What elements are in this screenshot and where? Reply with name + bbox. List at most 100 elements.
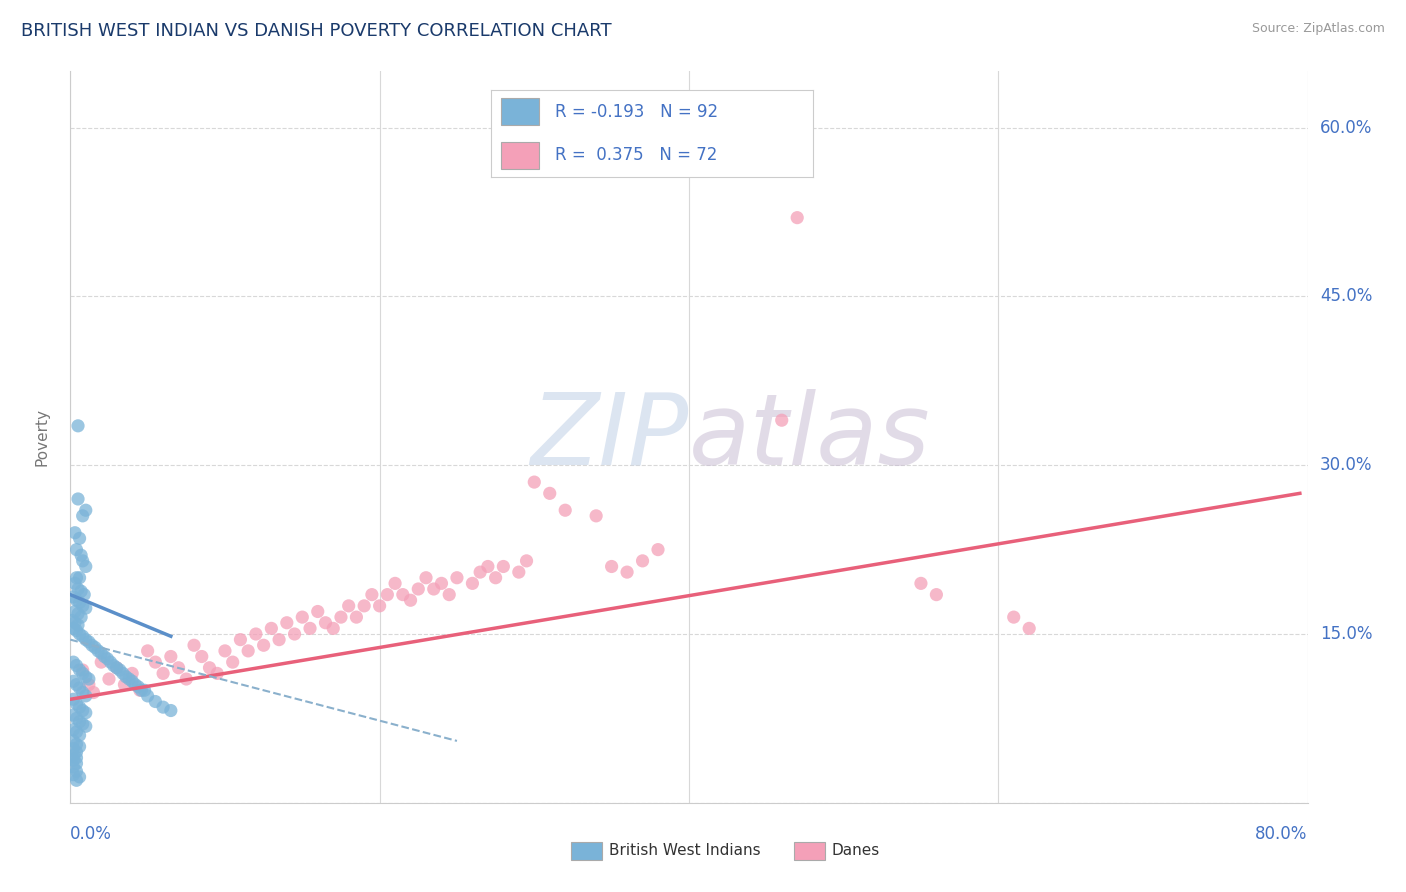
Point [62, 767, 84, 781]
Point [65, 751, 87, 765]
Point [105, 661, 128, 675]
Point [361, 588, 384, 602]
Point [70, 548, 93, 562]
Point [1002, 610, 1025, 624]
Text: ZIP: ZIP [530, 389, 689, 485]
Point [62, 590, 84, 604]
Point [63, 576, 86, 591]
Point [238, 644, 260, 658]
Y-axis label: Poverty: Poverty [35, 408, 49, 467]
Point [70, 610, 93, 624]
Text: 0.0%: 0.0% [70, 825, 112, 843]
Point [152, 700, 174, 714]
Point [322, 621, 344, 635]
Point [377, 588, 399, 602]
Point [129, 683, 152, 698]
Point [67, 582, 90, 596]
Point [65, 737, 87, 751]
Point [63, 605, 86, 619]
Point [100, 655, 122, 669]
Point [461, 576, 484, 591]
Point [72, 717, 94, 731]
Point [516, 554, 538, 568]
Point [75, 706, 97, 720]
Point [62, 708, 84, 723]
Point [174, 672, 197, 686]
Point [82, 685, 105, 699]
Point [786, 211, 808, 225]
Point [65, 697, 87, 711]
Point [207, 666, 229, 681]
Point [368, 599, 391, 613]
Point [392, 588, 415, 602]
Point [65, 624, 87, 638]
Point [616, 565, 638, 579]
Point [62, 674, 84, 689]
Point [115, 670, 138, 684]
Point [77, 678, 100, 692]
Point [72, 666, 94, 681]
Point [925, 588, 948, 602]
Point [439, 588, 461, 602]
Point [229, 632, 252, 647]
Point [647, 542, 669, 557]
Point [62, 741, 84, 756]
Point [554, 503, 576, 517]
Text: 45.0%: 45.0% [1320, 287, 1372, 305]
Point [72, 685, 94, 699]
Point [67, 607, 90, 621]
Point [121, 674, 143, 689]
Text: BRITISH WEST INDIAN VS DANISH POVERTY CORRELATION CHART: BRITISH WEST INDIAN VS DANISH POVERTY CO… [21, 22, 612, 40]
Point [63, 525, 86, 540]
Point [523, 475, 546, 489]
Point [75, 601, 97, 615]
Point [111, 666, 134, 681]
Point [508, 565, 530, 579]
Point [134, 683, 156, 698]
Point [423, 582, 446, 596]
Point [75, 719, 97, 733]
Point [62, 760, 84, 774]
Point [105, 661, 128, 675]
Text: atlas: atlas [689, 389, 931, 485]
Point [65, 593, 87, 607]
Point [160, 649, 183, 664]
Point [93, 649, 115, 664]
Point [69, 770, 91, 784]
Point [631, 554, 654, 568]
Point [198, 661, 221, 675]
Point [600, 559, 623, 574]
Text: 15.0%: 15.0% [1320, 625, 1372, 643]
Point [136, 644, 159, 658]
Point [145, 655, 166, 669]
Point [152, 666, 174, 681]
Point [136, 689, 159, 703]
Point [65, 764, 87, 779]
Point [284, 627, 307, 641]
Point [96, 652, 118, 666]
Point [145, 694, 166, 708]
Bar [794, 841, 825, 860]
Point [538, 486, 561, 500]
Point [291, 610, 314, 624]
Text: 80.0%: 80.0% [1256, 825, 1308, 843]
Point [160, 704, 183, 718]
Point [269, 632, 291, 647]
Point [222, 655, 245, 669]
Point [118, 672, 141, 686]
Text: Source: ZipAtlas.com: Source: ZipAtlas.com [1251, 22, 1385, 36]
Point [477, 559, 499, 574]
Point [430, 576, 453, 591]
Point [191, 649, 214, 664]
Point [69, 681, 91, 695]
Point [127, 680, 149, 694]
Point [69, 595, 91, 609]
Point [69, 571, 91, 585]
Point [910, 576, 932, 591]
Point [73, 588, 96, 602]
Point [446, 571, 468, 585]
Point [183, 638, 205, 652]
Point [315, 615, 337, 630]
Point [415, 571, 437, 585]
Point [585, 508, 607, 523]
